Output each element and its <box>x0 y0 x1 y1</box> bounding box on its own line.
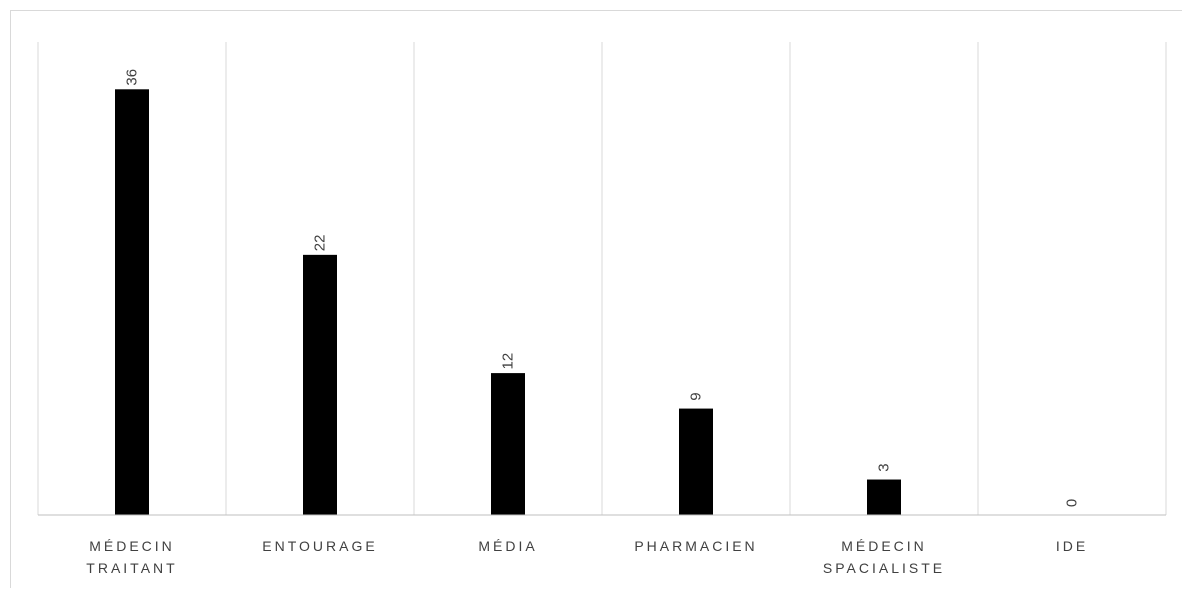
data-label: 3 <box>876 463 893 471</box>
bar <box>303 254 337 515</box>
category-label: MÉDECIN TRAITANT <box>86 538 177 576</box>
bar <box>867 479 901 515</box>
bar <box>115 89 149 516</box>
data-label: 22 <box>312 235 329 252</box>
bars <box>115 89 901 516</box>
data-label: 12 <box>500 353 517 370</box>
bar <box>491 373 525 515</box>
data-label: 0 <box>1064 499 1081 507</box>
category-label: MÉDIA <box>478 538 537 554</box>
bar <box>679 408 713 515</box>
category-label: ENTOURAGE <box>262 538 377 554</box>
category-labels: MÉDECIN TRAITANT ENTOURAGE MÉDIA PHARMACIEN M… <box>86 538 1088 576</box>
data-label: 9 <box>688 392 705 400</box>
category-label: IDE <box>1056 538 1088 554</box>
data-label: 36 <box>124 69 141 86</box>
data-labels: 36 22 12 9 3 0 <box>124 69 1081 507</box>
chart-area <box>10 10 1182 588</box>
category-label: PHARMACIEN <box>634 538 757 554</box>
category-label: MÉDECIN SPACIALISTE <box>823 538 945 576</box>
gridlines <box>37 42 1167 515</box>
